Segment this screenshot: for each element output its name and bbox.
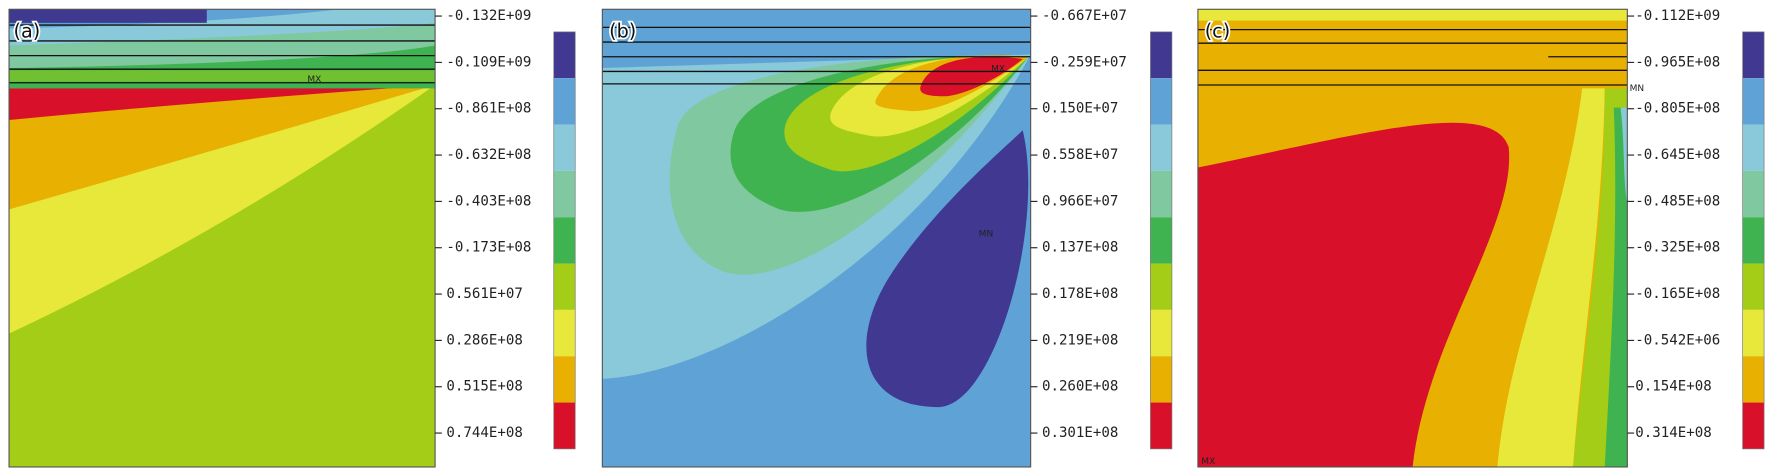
legend-label: -0.109E+09 [446, 54, 531, 70]
legend-label: 0.150E+07 [1042, 101, 1118, 117]
legend-label: 0.314E+08 [1635, 425, 1711, 441]
colorbar-swatch [1150, 217, 1172, 264]
legend-label: -0.805E+08 [1635, 101, 1720, 117]
colorbar-swatch [1150, 31, 1172, 79]
legend-label: -0.485E+08 [1635, 193, 1720, 209]
contour-plot-b [602, 9, 1031, 467]
colorbar-swatch [1150, 263, 1172, 310]
legend-label: -0.112E+09 [1635, 8, 1720, 24]
panel-label: (a) [14, 19, 41, 42]
colorbar-swatch [1742, 217, 1765, 264]
colorbar-swatch [1742, 309, 1765, 357]
colorbar-swatch [1150, 309, 1172, 357]
contour-plot-a [9, 9, 436, 467]
panel-label: (c) [1205, 19, 1231, 42]
legend-label: -0.965E+08 [1635, 54, 1720, 70]
colorbar-swatch [1150, 124, 1172, 171]
legend-label: 0.137E+08 [1042, 240, 1118, 256]
legend-label: 0.558E+07 [1042, 147, 1118, 163]
colorbar-swatch [553, 309, 576, 357]
legend-label: 0.301E+08 [1042, 425, 1118, 441]
legend-label: -0.403E+08 [446, 193, 531, 209]
legend-label: 0.515E+08 [446, 379, 522, 395]
colorbar-swatch [553, 402, 576, 449]
colorbar-swatch [1150, 78, 1172, 125]
legend-label: -0.165E+08 [1635, 286, 1720, 302]
colorbar-swatch [1742, 263, 1765, 310]
colorbar-swatch [553, 78, 576, 125]
legend-label: -0.645E+08 [1635, 147, 1720, 163]
legend-label: 0.219E+08 [1042, 332, 1118, 348]
legend-label: -0.259E+07 [1042, 54, 1127, 70]
colorbar-swatch [1742, 124, 1765, 171]
legend-label: 0.178E+08 [1042, 286, 1118, 302]
colorbar-swatch [553, 217, 576, 264]
panel-label: (b) [609, 19, 636, 42]
annotation: MX [1201, 457, 1215, 467]
colorbar-swatch [553, 263, 576, 310]
colorbar-swatch [553, 356, 576, 403]
legend-label: 0.260E+08 [1042, 379, 1118, 395]
annotation: MX [991, 65, 1005, 75]
legend-label: -0.632E+08 [446, 147, 531, 163]
annotation: MX [307, 75, 321, 85]
colorbar-swatch [1742, 78, 1765, 125]
colorbar-swatch [1742, 170, 1765, 218]
colorbar-frame [1150, 31, 1173, 450]
colorbar-swatch [1150, 170, 1172, 218]
legend-label: -0.542E+06 [1635, 332, 1720, 348]
legend-label: 0.154E+08 [1635, 379, 1711, 395]
legend-label: 0.561E+07 [446, 286, 522, 302]
legend-label: 0.744E+08 [446, 425, 522, 441]
annotation: MN [979, 230, 994, 240]
annotation: MN [1630, 84, 1645, 94]
colorbar-swatch [1742, 402, 1765, 449]
colorbar-swatch [1742, 356, 1765, 403]
contour-plot-c [1197, 9, 1628, 467]
colorbar-swatch [1742, 31, 1765, 79]
colorbar-swatch [1150, 356, 1172, 403]
legend-label: -0.173E+08 [446, 240, 531, 256]
colorbar-swatch [553, 31, 576, 79]
colorbar-swatch [553, 124, 576, 171]
legend-label: -0.132E+09 [446, 8, 531, 24]
colorbar-frame [553, 31, 576, 450]
legend-label: -0.861E+08 [446, 101, 531, 117]
colorbar-frame [1742, 31, 1765, 450]
colorbar-swatch [1150, 402, 1172, 449]
colorbar-swatch [553, 170, 576, 218]
legend-label: 0.286E+08 [446, 332, 522, 348]
legend-label: -0.325E+08 [1635, 240, 1720, 256]
legend-label: 0.966E+07 [1042, 193, 1118, 209]
legend-label: -0.667E+07 [1042, 8, 1127, 24]
